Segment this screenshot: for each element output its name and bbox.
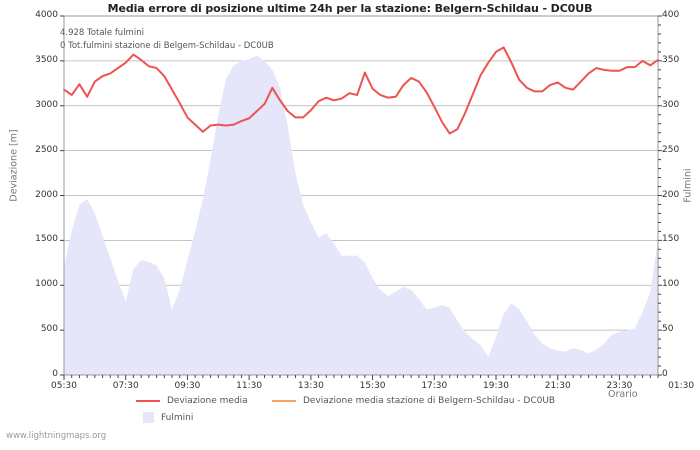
y-axis-tick-right: 100 bbox=[662, 279, 680, 290]
x-axis-tick: 15:30 bbox=[359, 381, 386, 391]
y-axis-tick-right: 200 bbox=[662, 189, 680, 200]
x-axis-tick: 09:30 bbox=[174, 381, 201, 391]
x-axis-tick: 05:30 bbox=[51, 381, 77, 391]
legend-label: Deviazione media bbox=[167, 396, 248, 406]
legend-label: Deviazione media stazione di Belgern-Sch… bbox=[303, 396, 556, 406]
legend-line-swatch bbox=[136, 399, 160, 403]
x-axis-tick: 21:30 bbox=[544, 381, 571, 391]
annotation-station-strokes: 0 Tot.fulmini stazione di Belgem-Schilda… bbox=[60, 41, 274, 51]
legend-line-swatch bbox=[272, 399, 296, 403]
y-axis-tick-right: 400 bbox=[662, 10, 680, 20]
x-axis-tick: 07:30 bbox=[112, 381, 139, 391]
y-axis-tick-left: 4000 bbox=[35, 10, 58, 20]
legend-area-swatch bbox=[143, 412, 154, 423]
page-title: Media errore di posizione ultime 24h per… bbox=[107, 2, 593, 15]
y-axis-tick-right: 300 bbox=[662, 99, 680, 110]
legend-label: Fulmini bbox=[161, 412, 194, 423]
y-axis-tick-left: 1000 bbox=[35, 279, 58, 290]
series-area-fulmini bbox=[64, 55, 658, 376]
x-axis-tick: 23:30 bbox=[606, 381, 633, 391]
y-axis-tick-left: 3000 bbox=[35, 99, 58, 110]
x-axis-tick: 17:30 bbox=[421, 381, 448, 391]
x-axis-label: Orario bbox=[608, 389, 638, 400]
y-axis-tick-right: 50 bbox=[662, 324, 674, 335]
legend-item[interactable]: Deviazione media stazione di Belgern-Sch… bbox=[272, 396, 555, 406]
y-axis-tick-left: 2500 bbox=[35, 144, 58, 155]
y-axis-tick-left: 0 bbox=[52, 369, 58, 379]
legend-item[interactable]: Fulmini bbox=[136, 412, 193, 423]
y-axis-tick-left: 500 bbox=[40, 324, 58, 335]
y-axis-label-left: Deviazione [m] bbox=[8, 129, 20, 202]
series-line-deviazione-media bbox=[63, 46, 659, 135]
y-axis-tick-right: 250 bbox=[662, 144, 680, 155]
y-axis-tick-left: 2000 bbox=[35, 189, 58, 200]
legend-item[interactable]: Deviazione media bbox=[136, 396, 248, 406]
x-axis-tick: 11:30 bbox=[236, 381, 263, 391]
y-axis-tick-right: 350 bbox=[662, 54, 680, 65]
y-axis-tick-left: 1500 bbox=[35, 234, 58, 245]
watermark-text: www.lightningmaps.org bbox=[6, 431, 107, 441]
y-axis-tick-right: 150 bbox=[662, 234, 680, 245]
x-axis-tick: 01:30 bbox=[668, 381, 695, 391]
y-axis-tick-right: 0 bbox=[662, 369, 668, 379]
x-axis-tick: 13:30 bbox=[297, 381, 324, 391]
annotation-total-strokes: 4.928 Totale fulmini bbox=[60, 28, 144, 38]
x-axis-tick: 19:30 bbox=[483, 381, 509, 391]
y-axis-tick-left: 3500 bbox=[35, 54, 58, 65]
